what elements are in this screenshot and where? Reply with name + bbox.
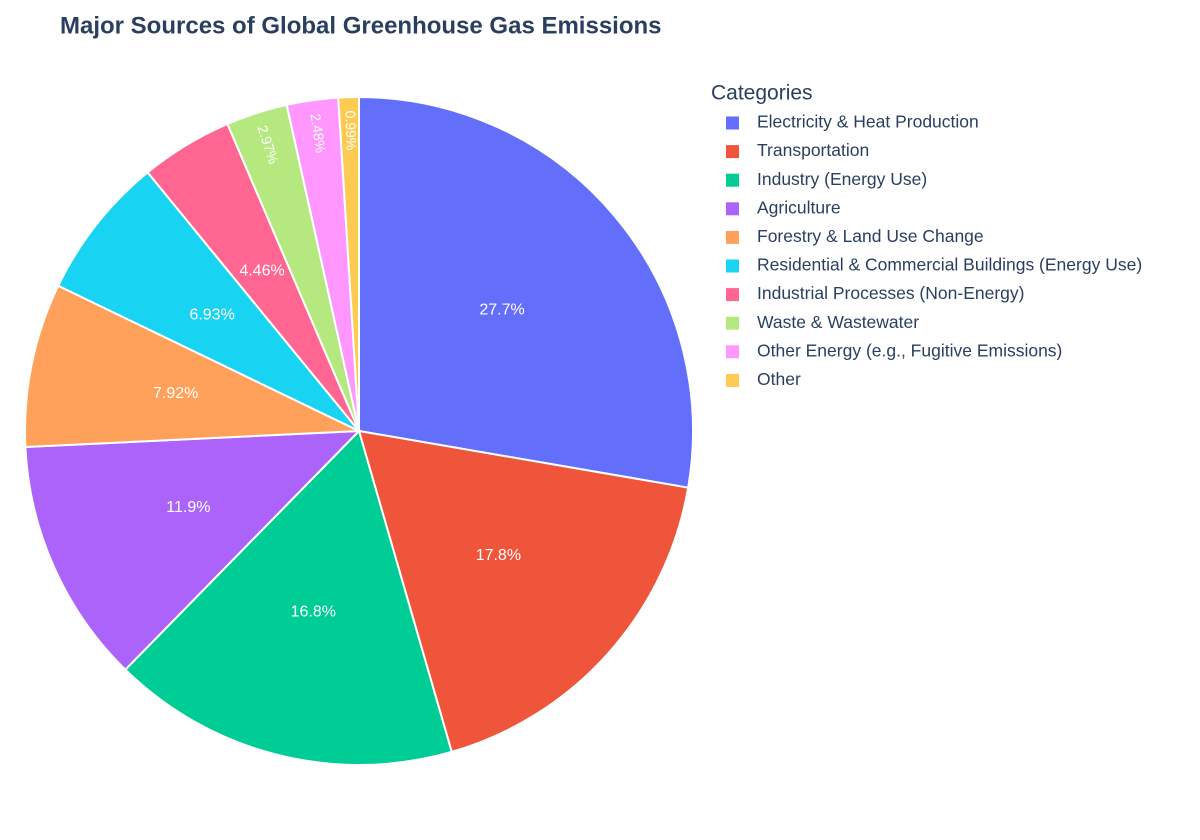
pie-slice [358,95,694,489]
slice-label: 0.99% [342,110,359,150]
chart-title: Major Sources of Global Greenhouse Gas E… [60,12,662,39]
legend-label[interactable]: Waste & Wastewater [757,312,919,332]
legend-swatch[interactable] [726,202,739,216]
slice-label: 11.9% [166,499,210,516]
legend-label[interactable]: Transportation [757,140,869,160]
legend-swatch[interactable] [726,173,739,187]
legend-swatch[interactable] [726,373,739,387]
legend-label[interactable]: Electricity & Heat Production [757,112,979,132]
slice-label: 7.92% [153,385,198,402]
slice-label: 17.8% [476,547,521,564]
pie-slice [56,170,360,432]
legend-swatch[interactable] [726,288,739,302]
slice-label: 4.46% [239,262,284,279]
pie-slice [24,284,360,449]
slice-label: 16.8% [291,604,336,621]
legend-label[interactable]: Residential & Commercial Buildings (Ener… [757,255,1142,275]
legend-label[interactable]: Agriculture [757,197,841,217]
legend-swatch[interactable] [726,316,739,330]
legend-label[interactable]: Other [757,369,801,389]
pie-slice [357,429,690,754]
pie-slice [123,429,453,766]
pie-slice [24,429,362,672]
legend-swatch[interactable] [726,145,739,159]
legend-swatch[interactable] [726,230,739,244]
slice-label: 2.48% [308,112,329,154]
legend-swatch[interactable] [726,345,739,359]
legend-label[interactable]: Industry (Energy Use) [757,169,927,189]
pie-slice [337,95,360,432]
slice-label: 27.7% [479,302,524,319]
slice-label: 6.93% [189,306,234,323]
legend-label[interactable]: Industrial Processes (Non-Energy) [757,283,1024,303]
legend-swatch[interactable] [726,259,739,273]
legend-label[interactable]: Other Energy (e.g., Fugitive Emissions) [757,340,1062,360]
legend-swatch[interactable] [726,116,739,130]
legend-label[interactable]: Forestry & Land Use Change [757,226,984,246]
legend-title: Categories [711,82,813,105]
